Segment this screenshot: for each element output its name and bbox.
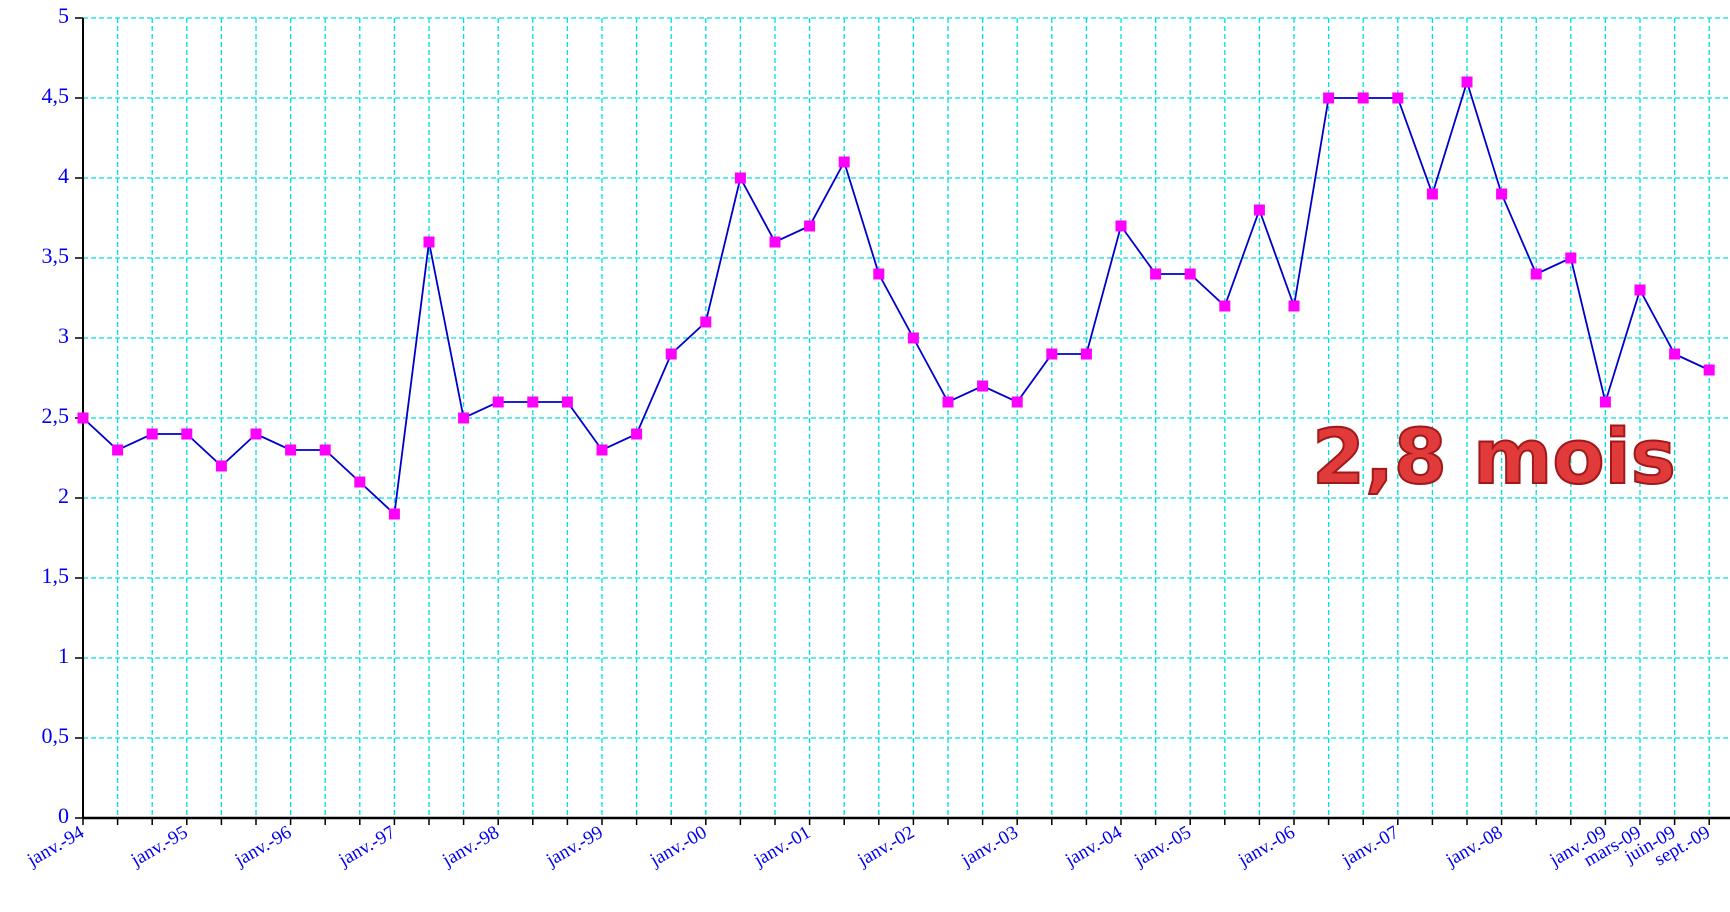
point bbox=[665, 348, 677, 360]
point bbox=[1669, 348, 1681, 360]
point bbox=[1599, 396, 1611, 408]
y-tick-label: 4,5 bbox=[42, 83, 70, 108]
y-tick-label: 2,5 bbox=[42, 403, 70, 428]
y-tick-label: 0,5 bbox=[42, 723, 70, 748]
y-tick-label: 2 bbox=[58, 483, 69, 508]
x-tick-label: janv.-08 bbox=[1442, 822, 1507, 871]
y-tick-label: 1,5 bbox=[42, 563, 70, 588]
point bbox=[1150, 268, 1162, 280]
x-tick-label: janv.-05 bbox=[1130, 822, 1195, 871]
series-line bbox=[82, 78, 1710, 516]
point bbox=[77, 412, 89, 424]
x-tick-label: janv.-98 bbox=[438, 822, 503, 871]
point bbox=[1011, 396, 1023, 408]
x-tick-label: janv.-95 bbox=[127, 822, 192, 871]
point bbox=[734, 172, 746, 184]
point bbox=[1323, 92, 1335, 104]
point bbox=[1115, 220, 1127, 232]
point bbox=[1426, 188, 1438, 200]
point bbox=[769, 236, 781, 248]
point bbox=[1565, 252, 1577, 264]
point bbox=[388, 508, 400, 520]
x-tick-label: janv.-94 bbox=[23, 822, 88, 872]
point bbox=[215, 460, 227, 472]
y-tick-label: 5 bbox=[58, 3, 69, 28]
point bbox=[527, 396, 539, 408]
point bbox=[285, 444, 297, 456]
point bbox=[250, 428, 262, 440]
y-tick-label: 4 bbox=[58, 163, 69, 188]
point bbox=[1046, 348, 1058, 360]
x-tick-label: janv.-01 bbox=[750, 822, 815, 871]
x-tick-label: janv.-02 bbox=[853, 822, 918, 871]
point bbox=[561, 396, 573, 408]
x-tick-label: janv.-97 bbox=[334, 822, 399, 871]
point bbox=[1253, 204, 1265, 216]
point bbox=[1461, 76, 1473, 88]
point bbox=[319, 444, 331, 456]
annotation: 2,8 mois bbox=[1312, 412, 1676, 501]
point bbox=[423, 236, 435, 248]
x-tick-label: janv.-06 bbox=[1234, 822, 1299, 871]
x-tick-label: janv.-99 bbox=[542, 822, 607, 871]
point bbox=[1184, 268, 1196, 280]
y-tick-label: 1 bbox=[58, 643, 69, 668]
point bbox=[354, 476, 366, 488]
point bbox=[700, 316, 712, 328]
point bbox=[977, 380, 989, 392]
point bbox=[458, 412, 470, 424]
y-tick-label: 3 bbox=[58, 323, 69, 348]
point bbox=[1392, 92, 1404, 104]
point bbox=[1219, 300, 1231, 312]
x-tick-label: janv.-96 bbox=[231, 822, 296, 871]
point bbox=[1634, 284, 1646, 296]
point bbox=[838, 156, 850, 168]
point bbox=[804, 220, 816, 232]
x-tick-label: janv.-04 bbox=[1061, 822, 1126, 872]
point bbox=[1496, 188, 1508, 200]
point bbox=[1288, 300, 1300, 312]
point bbox=[907, 332, 919, 344]
point bbox=[873, 268, 885, 280]
point bbox=[631, 428, 643, 440]
point bbox=[1080, 348, 1092, 360]
point bbox=[942, 396, 954, 408]
y-tick-label: 3,5 bbox=[42, 243, 70, 268]
point bbox=[146, 428, 158, 440]
y-tick-label: 0 bbox=[58, 803, 69, 828]
point bbox=[1357, 92, 1369, 104]
x-tick-label: janv.-07 bbox=[1338, 822, 1403, 871]
point bbox=[112, 444, 124, 456]
x-tick-label: janv.-00 bbox=[646, 822, 711, 871]
x-tick-label: janv.-03 bbox=[957, 822, 1022, 871]
point bbox=[1530, 268, 1542, 280]
point bbox=[181, 428, 193, 440]
point bbox=[596, 444, 608, 456]
point bbox=[492, 396, 504, 408]
point bbox=[1703, 364, 1715, 376]
